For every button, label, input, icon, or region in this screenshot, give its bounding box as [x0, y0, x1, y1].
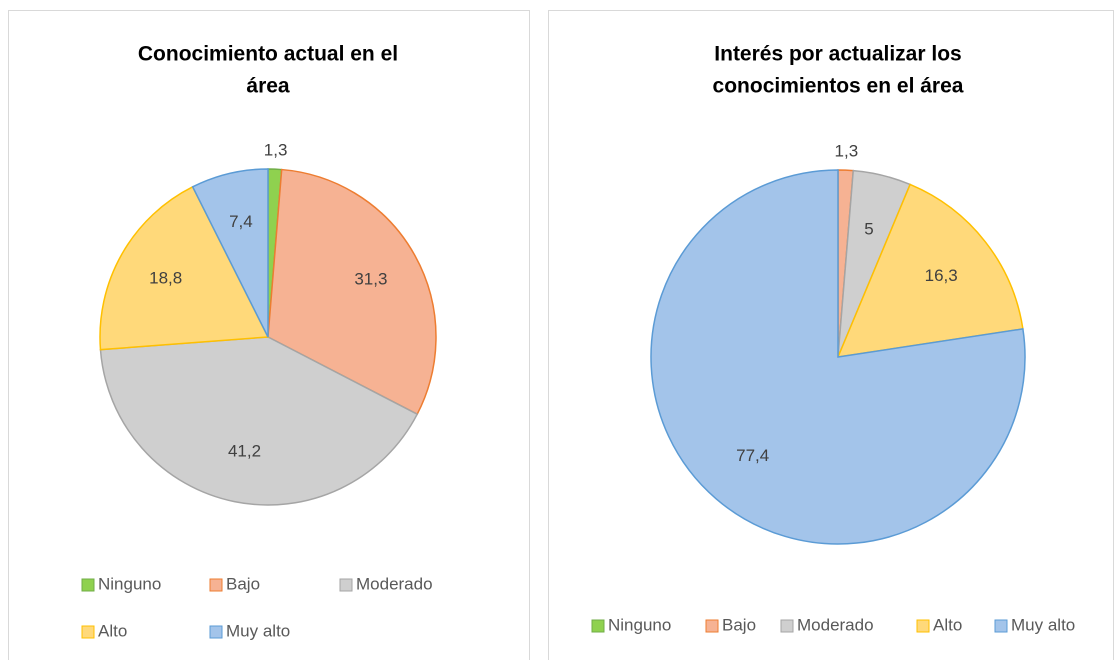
legend-label: Muy alto — [1011, 615, 1075, 634]
legend-label: Alto — [98, 621, 127, 640]
chart-title: conocimientos en el área — [713, 75, 964, 98]
data-label: 31,3 — [354, 270, 387, 289]
legend-swatch — [209, 578, 223, 592]
legend-label: Ninguno — [98, 574, 161, 593]
data-label: 7,4 — [229, 212, 253, 231]
legend-label: Bajo — [722, 615, 756, 634]
pie-slice — [191, 168, 269, 338]
legend-label: Ninguno — [608, 615, 671, 634]
legend-label: Moderado — [356, 574, 433, 593]
pie-slice — [267, 168, 437, 416]
legend-swatch — [591, 619, 605, 633]
legend-swatch — [81, 625, 95, 639]
pie-slice — [836, 183, 1024, 358]
pie-slice — [650, 169, 1026, 545]
data-label: 77,4 — [736, 446, 769, 465]
legend-swatch — [209, 625, 223, 639]
chart-title: Interés por actualizar los — [714, 43, 961, 66]
data-label: 18,8 — [149, 269, 182, 288]
legend-label: Bajo — [226, 574, 260, 593]
legend-swatch — [81, 578, 95, 592]
data-label: 16,3 — [925, 266, 958, 285]
chart-title: área — [246, 75, 290, 98]
legend-label: Alto — [933, 615, 962, 634]
pie-slice — [99, 185, 270, 351]
legend-label: Moderado — [797, 615, 874, 634]
data-label: 5 — [864, 219, 873, 238]
legend-swatch — [705, 619, 719, 633]
data-label: 1,3 — [264, 141, 288, 160]
legend-swatch — [916, 619, 930, 633]
legend-swatch — [994, 619, 1008, 633]
chart-title: Conocimiento actual en el — [138, 43, 398, 66]
legend-label: Muy alto — [226, 621, 290, 640]
data-label: 1,3 — [835, 142, 859, 161]
data-label: 41,2 — [228, 442, 261, 461]
legend-swatch — [339, 578, 353, 592]
pie-slice — [99, 336, 419, 506]
legend-swatch — [780, 619, 794, 633]
